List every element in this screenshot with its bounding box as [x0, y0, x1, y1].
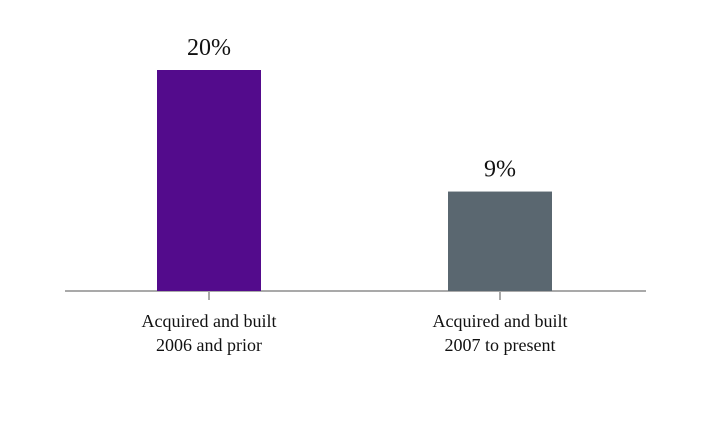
x-tick-label-2: Acquired and built 2007 to present	[433, 311, 568, 355]
x-tick-label-1: Acquired and built 2006 and prior	[142, 311, 277, 355]
data-label-2: 9%	[484, 157, 516, 183]
bar-1	[157, 70, 261, 291]
x-tick-label-2-line-1: Acquired and built	[433, 311, 568, 331]
data-label-1: 20%	[187, 35, 231, 61]
x-tick-label-1-line-1: Acquired and built	[142, 311, 277, 331]
x-tick-label-2-line-2: 2007 to present	[445, 335, 556, 355]
x-tick-label-1-line-2: 2006 and prior	[156, 335, 262, 355]
bar-2	[448, 191, 552, 291]
